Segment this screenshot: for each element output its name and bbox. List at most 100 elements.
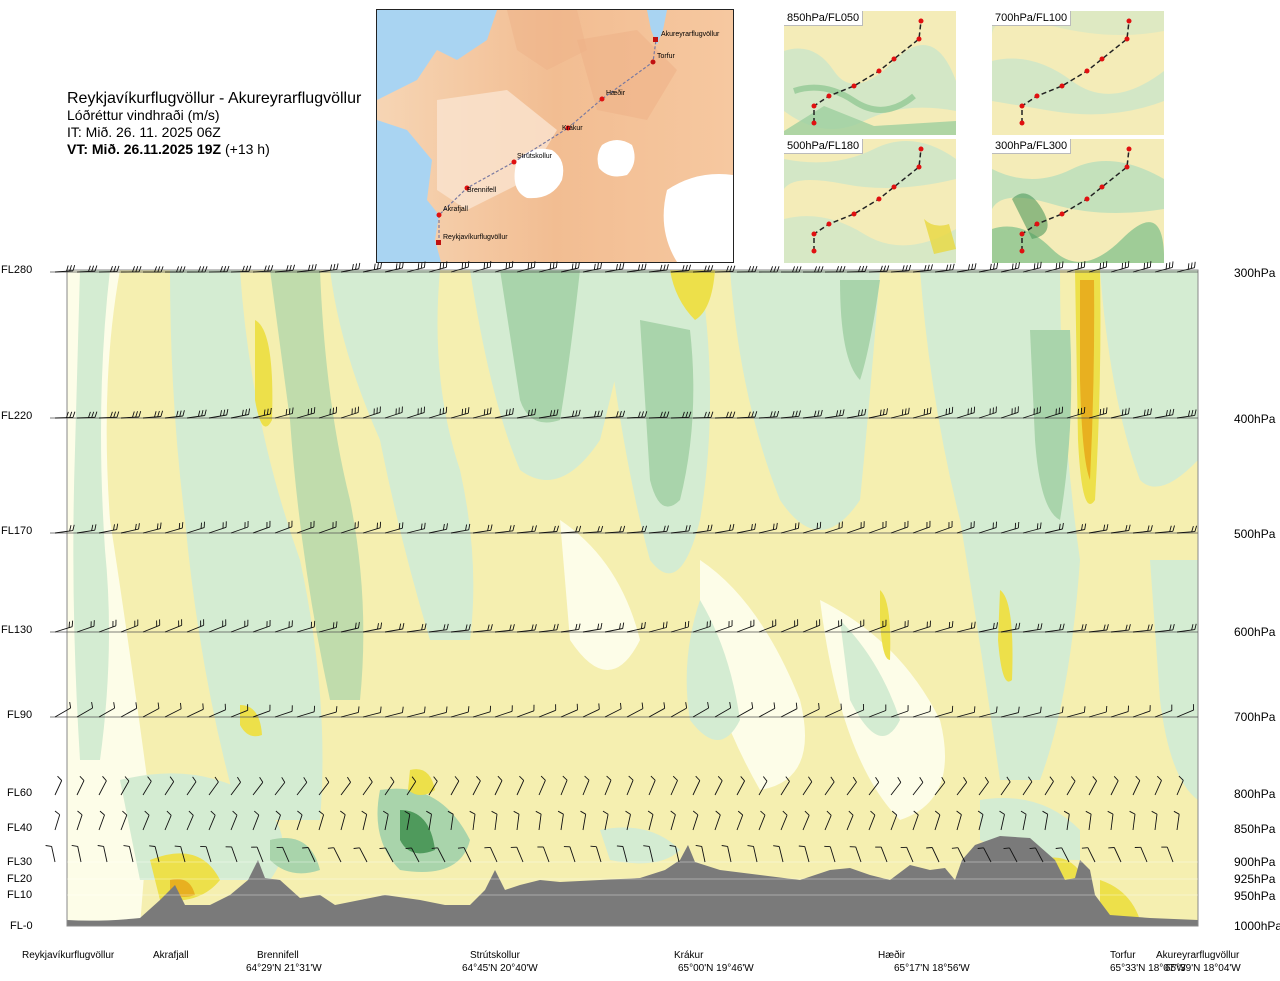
wind-barb-feather xyxy=(926,847,933,849)
wind-barb-feather xyxy=(1187,263,1190,270)
wind-barb-feather xyxy=(578,261,580,269)
wind-barb-feather xyxy=(439,262,442,270)
wind-barb-feather xyxy=(527,409,530,416)
wind-barb-shaft xyxy=(494,814,498,831)
wind-barb-feather xyxy=(94,524,97,531)
wind-barb-feather xyxy=(721,845,728,847)
wind-barb-shaft xyxy=(780,781,790,796)
wind-barb-shaft xyxy=(230,781,241,796)
wind-barb-feather xyxy=(1058,523,1061,530)
wind-barb-feather xyxy=(644,411,648,418)
sea-west xyxy=(377,120,441,262)
wind-barb-feather xyxy=(263,409,266,416)
wind-barb-feather xyxy=(707,411,711,418)
wind-barb-feather xyxy=(72,264,76,271)
wind-barb-feather xyxy=(924,264,927,272)
wind-barb-feather xyxy=(461,262,464,269)
wind-barb-shaft xyxy=(804,846,810,863)
wind-barb-feather xyxy=(737,810,743,816)
wind-barb-shaft xyxy=(780,708,798,718)
wind-barb-shaft xyxy=(54,780,63,796)
map-label-haedir: Hæðir xyxy=(606,89,626,97)
wind-barb-feather xyxy=(798,845,805,848)
wind-barb-feather xyxy=(417,263,420,270)
wind-barb-feather xyxy=(919,777,924,783)
coord-strutskollur: 64°45'N 20°40'W xyxy=(462,963,538,974)
wind-barb-shaft xyxy=(846,815,854,831)
wind-barb-feather xyxy=(1107,810,1114,815)
wind-barb-feather xyxy=(1084,523,1087,530)
wind-barb-feather xyxy=(1191,624,1194,631)
wind-barb-feather xyxy=(534,624,537,631)
wind-barb-shaft xyxy=(1044,712,1063,718)
wind-barb-feather xyxy=(197,410,201,417)
wind-barb-feather xyxy=(715,810,721,816)
wind-barb-feather xyxy=(332,622,335,629)
wind-barb-feather xyxy=(908,407,910,414)
wind-barb-feather xyxy=(578,409,581,416)
mini-map-500[interactable]: 500hPa/FL180 xyxy=(784,139,956,263)
wind-barb-feather xyxy=(530,262,533,269)
wind-barb-feather xyxy=(902,265,905,272)
wind-barb-feather xyxy=(929,407,932,414)
wind-barb-feather xyxy=(464,261,467,269)
hpa-label-850: 850hPa xyxy=(1234,822,1276,836)
wind-barb-feather xyxy=(1125,524,1128,532)
wind-barb-feather xyxy=(934,810,941,816)
wind-barb-feather xyxy=(402,623,405,630)
wind-barb-feather xyxy=(556,623,559,630)
wind-barb-feather xyxy=(553,409,556,416)
wind-barb-feather xyxy=(1121,409,1124,416)
wind-barb-feather xyxy=(1146,262,1149,269)
wind-barb-feather xyxy=(665,621,668,628)
wind-barb-feather xyxy=(1085,810,1092,815)
wind-barb-feather xyxy=(88,265,91,272)
wind-barb-feather xyxy=(361,810,367,815)
wind-barb-shaft xyxy=(208,709,226,718)
wind-barb-feather xyxy=(804,810,810,816)
wind-barb-shaft xyxy=(880,846,888,863)
wind-barb-feather xyxy=(1084,623,1087,631)
wind-barb-feather xyxy=(762,776,768,782)
route-map[interactable]: Akureyrarflugvöllur Torfur Hæðir Krákur … xyxy=(376,9,734,263)
wind-barb-feather xyxy=(861,265,865,272)
wind-barb-feather xyxy=(726,411,729,418)
wind-barb-feather xyxy=(619,623,621,630)
wind-barb-feather xyxy=(1077,262,1080,269)
wind-barb-feather xyxy=(467,407,470,414)
wind-barb-feather xyxy=(729,411,733,418)
wind-barb-shaft xyxy=(516,847,524,863)
wind-barb-feather xyxy=(726,265,729,272)
hpa-label-800: 800hPa xyxy=(1234,787,1276,801)
wind-barb-shaft xyxy=(714,814,721,831)
wind-barb-feather xyxy=(644,525,648,532)
wind-barb-feather xyxy=(110,411,113,418)
mini-map-300[interactable]: 300hPa/FL300 xyxy=(992,139,1164,263)
wind-barb-shaft xyxy=(208,781,219,796)
mini-map-700[interactable]: 700hPa/FL100 xyxy=(992,11,1164,135)
wind-barb-feather xyxy=(242,265,245,272)
wind-barb-shaft xyxy=(385,847,394,863)
wind-barb-feather xyxy=(622,622,625,629)
wind-barb-shaft xyxy=(98,780,107,796)
fl-label-10: FL10 xyxy=(7,889,33,901)
wind-barb-shaft xyxy=(472,814,476,831)
wind-barb-feather xyxy=(977,810,984,815)
wind-barb-feather xyxy=(147,776,152,782)
wind-barb-feather xyxy=(303,777,308,783)
wind-barb-feather xyxy=(754,411,758,418)
mini-map-850[interactable]: 850hPa/FL050 xyxy=(784,11,956,135)
wind-barb-shaft xyxy=(1066,780,1076,796)
wind-barb-feather xyxy=(487,524,490,531)
wind-barb-feather xyxy=(641,525,644,532)
wind-barb-shaft xyxy=(956,782,968,796)
wind-barb-feather xyxy=(223,265,227,272)
wind-barb-feather xyxy=(948,621,951,629)
wind-barb-feather xyxy=(776,522,778,529)
wind-barb-shaft xyxy=(186,781,197,796)
wind-barb-feather xyxy=(355,263,358,270)
wind-barb-feather xyxy=(688,411,692,418)
hpa-label-500: 500hPa xyxy=(1234,527,1276,541)
wind-barb-feather xyxy=(483,409,486,416)
wind-barb-feather xyxy=(1083,406,1086,414)
